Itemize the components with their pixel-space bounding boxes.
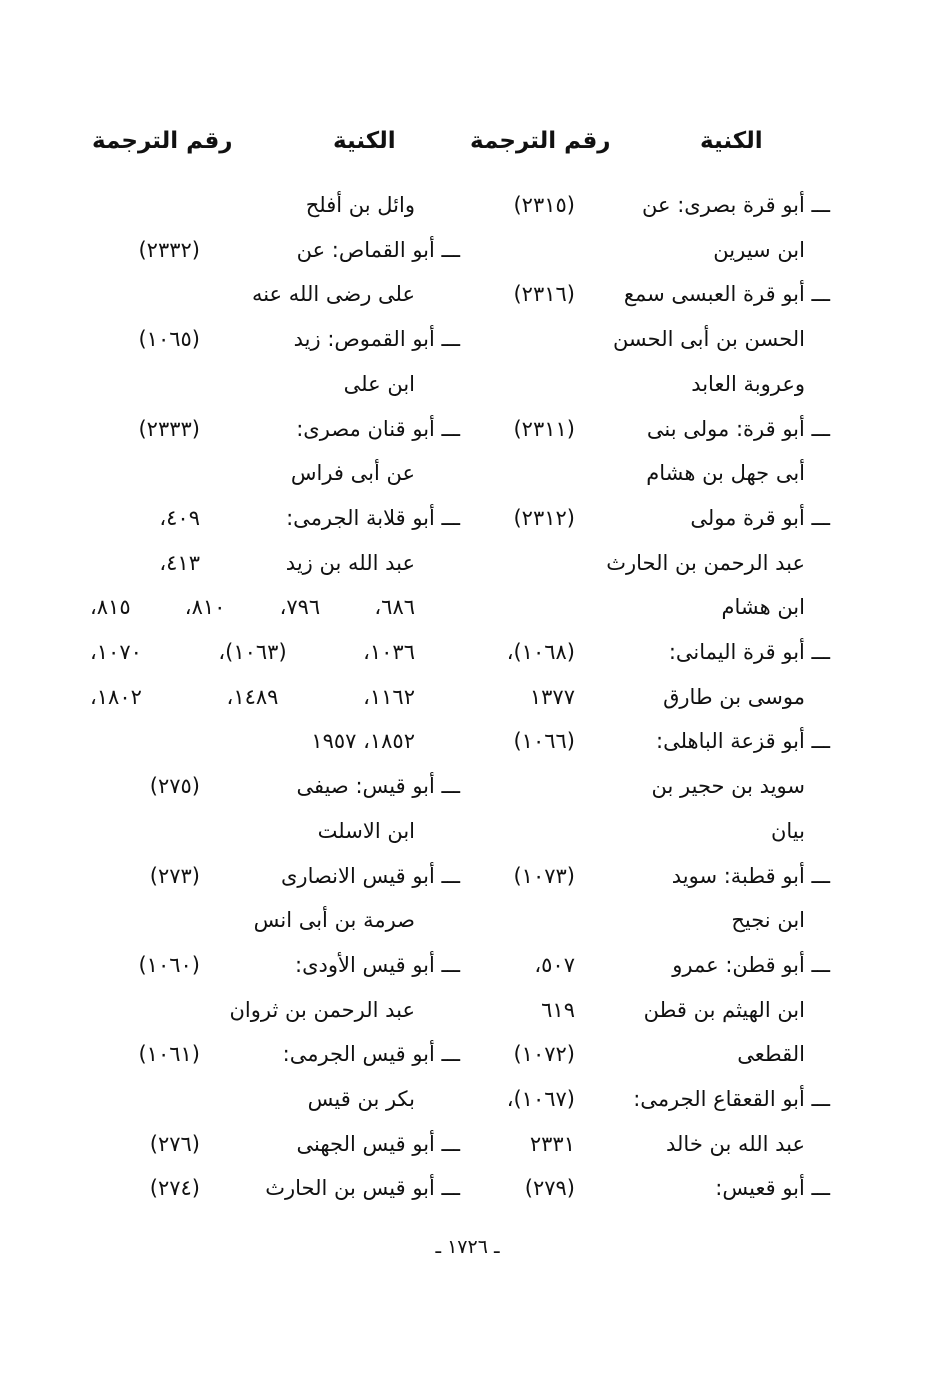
entry-kunya: ـــ أبو قزعة الباهلى: <box>656 729 830 754</box>
entry-translation-number: (٢٧٣) <box>149 863 200 888</box>
entry-translation-number: (١٠٦٨)، <box>506 640 575 664</box>
entry-kunya-continuation: ابن نجيح <box>731 908 805 933</box>
entry-kunya-continuation: عبد الرحمن بن الحارث <box>606 550 805 575</box>
entry-translation-number: ٦١٩ <box>541 997 575 1022</box>
entry-translation-number: (٢٧٥) <box>149 774 200 799</box>
entry-kunya-continuation: عن أبى فراس <box>290 461 415 486</box>
entry-kunya-continuation: ابن الاسلت <box>317 818 415 843</box>
entry-translation-number: (٢٣١٥) <box>513 193 575 217</box>
entry-references: ١٠٣٦، (١٠٦٣)، ١٠٧٠، <box>90 640 415 664</box>
entry-kunya-continuation: على رضى الله عنه <box>251 282 415 307</box>
entry-kunya: ـــ أبو قرة العبسى سمع <box>623 282 830 307</box>
entry-kunya-continuation: الحسن بن أبى الحسن <box>612 327 805 352</box>
entry-kunya-continuation: عبد الله بن خالد <box>666 1131 805 1156</box>
entry-kunya: ـــ أبو قنان مصرى: <box>296 416 460 441</box>
entry-kunya-continuation: وعروبة العابد <box>691 371 805 396</box>
entry-translation-number: (١٠٦٧)، <box>506 1087 575 1111</box>
entry-translation-number: (٢٣٣٢) <box>138 237 200 262</box>
header-left-translation-number: رقم الترجمة <box>92 128 233 154</box>
entry-translation-number: ٥٠٧، <box>534 952 575 977</box>
entry-kunya-continuation: ابن هشام <box>721 595 805 620</box>
entry-translation-number: (١٠٧٣) <box>513 863 575 888</box>
header-right-kunya: الكنية <box>700 128 763 154</box>
entry-translation-number: (١٠٦١) <box>138 1042 200 1067</box>
entry-kunya: ـــ أبو قيس الجهنى <box>296 1131 460 1156</box>
entry-translation-number: (١٠٦٥) <box>138 327 200 352</box>
entry-kunya-continuation: بكر بن قيس <box>307 1087 415 1111</box>
entry-kunya-continuation: القطعى <box>737 1042 805 1067</box>
header-left-kunya: الكنية <box>333 128 396 154</box>
entry-references: ١١٦٢، ١٤٨٩، ١٨٠٢، <box>90 684 415 709</box>
entry-kunya: ـــ أبو قرة مولى <box>690 505 830 530</box>
entry-kunya-continuation: موسى بن طارق <box>663 684 805 709</box>
entry-kunya: ـــ أبو قرة بصرى: عن <box>642 193 830 217</box>
entry-kunya: ـــ أبو قلابة الجرمى: <box>286 505 460 530</box>
entry-translation-number: (٢٧٦) <box>149 1131 200 1156</box>
entry-translation-number: (١٠٧٢) <box>513 1042 575 1067</box>
entry-kunya-continuation: صرمة بن أبى انس <box>253 908 415 933</box>
entry-translation-number: (٢٣١٦) <box>513 282 575 307</box>
entry-kunya: ـــ أبو قطن: عمرو <box>672 952 830 977</box>
entry-translation-number: ١٣٧٧ <box>529 684 575 709</box>
entry-kunya: ـــ أبو قيس: صيفى <box>296 774 460 799</box>
entry-translation-number: (٢٣١١) <box>513 416 575 441</box>
entry-translation-number: (٢٧٤) <box>149 1176 200 1201</box>
entry-kunya: ـــ أبو قعيس: <box>715 1176 830 1201</box>
entry-kunya-continuation: ابن الهيثم بن قطن <box>643 997 805 1022</box>
entry-kunya-continuation: سويد بن حجير بن <box>651 774 805 799</box>
entry-translation-number: (١٠٦٠) <box>138 952 200 977</box>
entry-kunya: ـــ أبو قرة اليمانى: <box>668 640 830 664</box>
entry-kunya: ـــ أبو القماص: عن <box>296 237 460 262</box>
entry-kunya-continuation: عبد الله بن زيد <box>285 550 415 575</box>
entry-kunya: ـــ أبو قيس الأودى: <box>295 952 460 977</box>
entry-kunya: ـــ أبو قرة: مولى بنى <box>646 416 830 441</box>
entry-translation-number: (٢٣٣٣) <box>138 416 200 441</box>
entry-kunya: ـــ أبو القعقاع الجرمى: <box>633 1087 830 1111</box>
entry-kunya-continuation: وائل بن أفلح <box>305 193 415 217</box>
entry-kunya-continuation: عبد الرحمن بن ثروان <box>229 997 415 1022</box>
entry-kunya-continuation: ابن على <box>343 371 415 396</box>
entry-kunya: ـــ أبو قيس الانصارى <box>280 863 460 888</box>
page-number: ـ ١٧٢٦ ـ <box>435 1236 500 1258</box>
entry-kunya: ـــ أبو قطبة: سويد <box>671 863 830 888</box>
entry-kunya-continuation: ابن سيرين <box>713 237 805 262</box>
header-right-translation-number: رقم الترجمة <box>470 128 611 154</box>
entry-kunya-continuation: بيان <box>770 818 805 843</box>
entry-references: ١٨٥٢، ١٩٥٧ <box>311 729 415 754</box>
entry-kunya: ـــ أبو قيس الجرمى: <box>282 1042 460 1067</box>
entry-translation-number: (٢٣١٢) <box>513 505 575 530</box>
entry-kunya: ـــ أبو القموص: زيد <box>293 327 460 352</box>
entry-translation-number: (١٠٦٦) <box>513 729 575 754</box>
entry-kunya-continuation: أبى جهل بن هشام <box>646 461 805 486</box>
entry-translation-number: (٢٧٩) <box>524 1176 575 1201</box>
entry-translation-number: ٤٠٩، <box>159 505 200 530</box>
entry-references: ٦٨٦، ٧٩٦، ٨١٠، ٨١٥، <box>90 595 416 620</box>
entry-translation-number: ٢٣٣١ <box>529 1131 575 1156</box>
entry-translation-number: ٤١٣، <box>159 550 200 575</box>
entry-kunya: ـــ أبو قيس بن الحارث <box>265 1176 460 1201</box>
